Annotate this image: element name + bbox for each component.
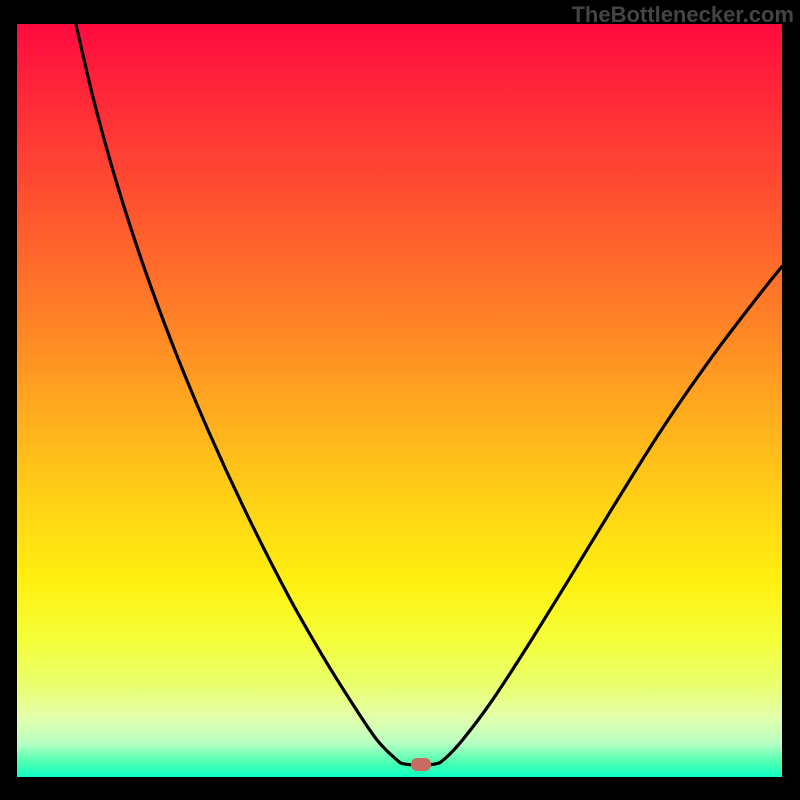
optimal-marker (411, 758, 431, 771)
bottleneck-curve (17, 24, 782, 777)
plot-area (17, 24, 782, 777)
chart-root: TheBottlenecker.com (0, 0, 800, 800)
